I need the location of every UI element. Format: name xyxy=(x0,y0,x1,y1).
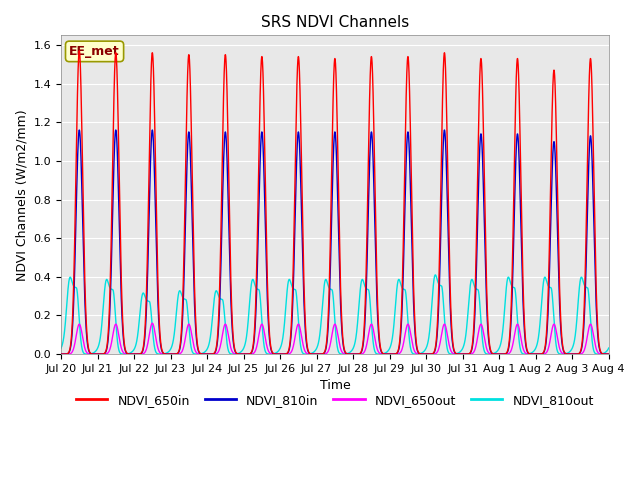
X-axis label: Time: Time xyxy=(319,379,350,393)
Y-axis label: NDVI Channels (W/m2/mm): NDVI Channels (W/m2/mm) xyxy=(15,109,28,280)
Title: SRS NDVI Channels: SRS NDVI Channels xyxy=(260,15,409,30)
Text: EE_met: EE_met xyxy=(69,45,120,58)
Legend: NDVI_650in, NDVI_810in, NDVI_650out, NDVI_810out: NDVI_650in, NDVI_810in, NDVI_650out, NDV… xyxy=(71,389,598,412)
